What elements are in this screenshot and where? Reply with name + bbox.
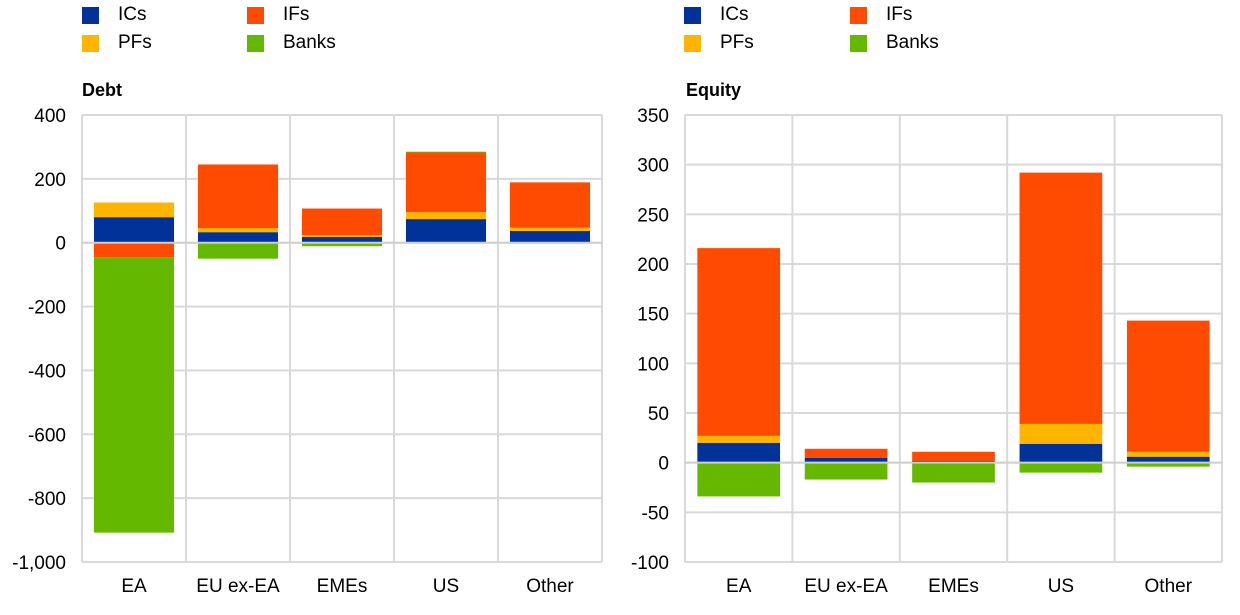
legend-item-banks: Banks (247, 32, 336, 54)
legend-label-ifs: IFs (886, 4, 913, 25)
legend-label-pfs: PFs (118, 32, 152, 53)
debt-bar-ics-emes (301, 236, 383, 243)
equity-bar-banks-us (1019, 462, 1103, 473)
equity-bar-pfs-ea (697, 435, 781, 443)
equity-legend: ICs IFs PFs Banks (620, 0, 1240, 60)
equity-ytick-label: 350 (637, 106, 669, 127)
equity-bar-ifs-emes (912, 451, 995, 461)
debt-bar-ifs-eu-ex-ea (197, 164, 279, 229)
legend-swatch-banks (247, 34, 264, 52)
debt-ytick-label: 0 (55, 234, 66, 255)
equity-bar-banks-emes (912, 462, 995, 483)
debt-ytick-label: -400 (28, 361, 66, 382)
equity-bar-ics-eu-ex-ea (804, 457, 888, 463)
equity-bar-ifs-us (1019, 172, 1103, 424)
legend-item-pfs: PFs (684, 32, 754, 54)
debt-ytick-label: 200 (34, 170, 66, 191)
legend-swatch-ifs (247, 6, 264, 24)
debt-ytick-label: -800 (28, 489, 66, 510)
legend-item-ifs: IFs (850, 4, 912, 26)
debt-panel: ICs IFs PFs Banks Debt (0, 0, 620, 100)
debt-bar-pfs-eu-ex-ea (197, 228, 279, 233)
equity-ytick-label: 300 (637, 156, 669, 177)
equity-ytick-label: 50 (648, 404, 669, 425)
legend-item-pfs: PFs (82, 32, 152, 54)
legend-swatch-ics (684, 6, 701, 24)
debt-chart-title: Debt (82, 80, 122, 100)
legend-label-banks: Banks (283, 32, 336, 53)
legend-item-ifs: IFs (247, 4, 309, 26)
debt-ytick-label: -200 (28, 298, 66, 319)
legend-item-ics: ICs (684, 4, 749, 26)
debt-bar-ics-us (405, 219, 487, 243)
equity-xtick-label: US (1048, 576, 1074, 597)
equity-bar-ics-other (1126, 456, 1210, 463)
legend-label-banks: Banks (886, 32, 939, 53)
equity-bar-banks-eu-ex-ea (804, 462, 888, 480)
debt-bar-banks-emes (301, 242, 383, 247)
equity-ytick-label: 150 (637, 305, 669, 326)
debt-bar-banks-ea (93, 257, 175, 533)
debt-bar-ifs-emes (301, 208, 383, 236)
debt-bar-ifs-us (405, 152, 487, 213)
debt-xtick-label: EU ex-EA (196, 576, 280, 597)
debt-bar-ics-eu-ex-ea (197, 232, 279, 243)
legend-item-ics: ICs (82, 4, 147, 26)
legend-swatch-pfs (684, 34, 701, 52)
debt-bar-ifs-ea (93, 242, 175, 258)
legend-label-ifs: IFs (283, 4, 310, 25)
debt-ytick-label: 400 (34, 106, 66, 127)
debt-xtick-label: EMEs (317, 576, 368, 597)
debt-bar-pfs-us (405, 212, 487, 220)
debt-legend: ICs IFs PFs Banks (0, 0, 620, 60)
legend-swatch-banks (850, 34, 867, 52)
equity-bar-ics-ea (697, 442, 781, 463)
debt-ytick-label: -1,000 (12, 553, 66, 574)
legend-item-banks: Banks (850, 32, 939, 54)
equity-bar-ifs-ea (697, 248, 781, 436)
debt-bar-pfs-other (509, 227, 591, 231)
equity-xtick-label: EU ex-EA (804, 576, 888, 597)
legend-swatch-ics (82, 6, 99, 24)
equity-bar-pfs-us (1019, 423, 1103, 444)
legend-label-ics: ICs (720, 4, 749, 25)
equity-bar-pfs-other (1126, 451, 1210, 457)
equity-bar-ifs-eu-ex-ea (804, 448, 888, 458)
legend-label-ics: ICs (118, 4, 147, 25)
equity-xtick-label: Other (1145, 576, 1193, 597)
equity-bar-ics-us (1019, 443, 1103, 463)
legend-swatch-pfs (82, 34, 99, 52)
debt-xtick-label: EA (121, 576, 147, 597)
equity-ytick-label: 100 (637, 354, 669, 375)
debt-bar-pfs-emes (301, 235, 383, 237)
debt-xtick-label: Other (526, 576, 574, 597)
debt-bar-banks-eu-ex-ea (197, 242, 279, 259)
equity-ytick-label: -100 (631, 553, 669, 574)
equity-xtick-label: EA (726, 576, 752, 597)
equity-bar-ifs-other (1126, 320, 1210, 452)
equity-ytick-label: 0 (658, 454, 669, 475)
equity-ytick-label: -50 (642, 503, 669, 524)
equity-ytick-label: 250 (637, 205, 669, 226)
equity-xtick-label: EMEs (928, 576, 979, 597)
equity-bar-banks-ea (697, 462, 781, 497)
equity-bar-banks-other (1126, 462, 1210, 467)
debt-xtick-label: US (433, 576, 459, 597)
debt-ytick-label: -600 (28, 425, 66, 446)
debt-bar-ics-ea (93, 217, 175, 243)
equity-panel: ICs IFs PFs Banks Equity (620, 0, 1240, 615)
debt-bar-ifs-other (509, 182, 591, 228)
legend-label-pfs: PFs (720, 32, 754, 53)
legend-swatch-ifs (850, 6, 867, 24)
debt-bar-banks-us (405, 151, 487, 153)
debt-bar-pfs-ea (93, 202, 175, 218)
debt-bar-ics-other (509, 230, 591, 243)
equity-chart-title: Equity (686, 80, 742, 100)
equity-ytick-label: 200 (637, 255, 669, 276)
